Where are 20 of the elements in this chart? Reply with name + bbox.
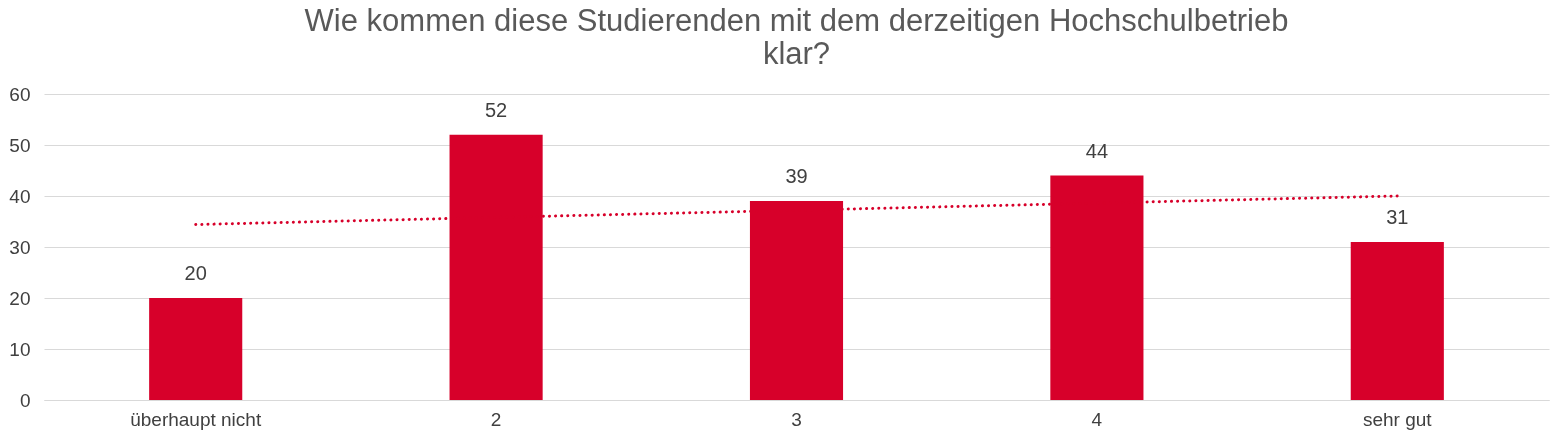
bar [149, 298, 243, 400]
y-tick-label: 60 [9, 83, 31, 105]
x-tick-label: 4 [1091, 408, 1103, 430]
data-label: 20 [184, 262, 207, 284]
y-tick-label: 30 [9, 236, 31, 258]
data-label: 31 [1386, 205, 1409, 228]
bar [1350, 241, 1444, 400]
data-label: 52 [484, 98, 508, 121]
x-tick-label: überhaupt nicht [130, 408, 262, 430]
y-tick-label: 10 [9, 338, 31, 360]
y-tick-label: 40 [9, 185, 31, 207]
x-tick-label: 3 [791, 408, 802, 430]
data-label: 39 [785, 165, 808, 188]
x-tick-label: 2 [490, 408, 502, 430]
x-tick-label: sehr gut [1362, 408, 1433, 430]
y-tick-label: 50 [9, 134, 31, 156]
data-label: 44 [1085, 139, 1109, 162]
chart-title: Wie kommen diese Studierenden mit dem derzeitigen Hochschulbetrieb klar? [304, 3, 1289, 71]
y-tick-label: 0 [19, 389, 31, 411]
y-tick-label: 20 [9, 287, 31, 309]
